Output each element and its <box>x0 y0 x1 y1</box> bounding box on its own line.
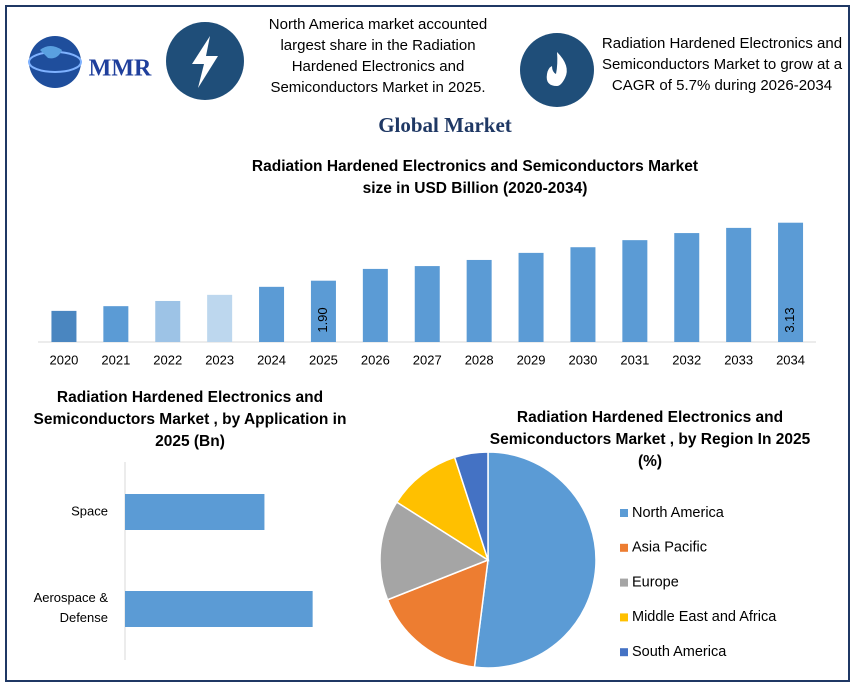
bar <box>125 494 265 530</box>
legend-swatch <box>620 543 628 552</box>
chart-title: Radiation Hardened Electronics and Semic… <box>33 389 347 450</box>
legend-swatch <box>620 509 628 517</box>
pie-slice <box>453 451 489 561</box>
legend-label: North America <box>632 505 725 521</box>
note-left: North America market accounted largest s… <box>268 16 488 96</box>
legend-swatch <box>620 613 628 622</box>
bar <box>622 240 648 342</box>
x-tick-label: 2020 <box>49 352 78 367</box>
x-tick-label: 2030 <box>568 352 597 367</box>
x-tick-label: 2025 <box>309 352 338 367</box>
x-tick-label: 2021 <box>101 352 130 367</box>
flame-icon <box>520 33 594 107</box>
note-right: Radiation Hardened Electronics and Semic… <box>601 35 843 94</box>
x-tick-label: 2033 <box>724 352 753 367</box>
bar <box>778 222 804 342</box>
bar <box>51 310 77 342</box>
frame <box>5 5 850 682</box>
pie-slice <box>379 501 490 601</box>
bar <box>207 294 233 342</box>
y-tick-label: Space <box>71 503 108 518</box>
x-tick-label: 2024 <box>257 352 286 367</box>
bar <box>103 306 129 342</box>
y-tick-label: Aerospace & Defense <box>34 590 109 625</box>
bar <box>125 591 313 627</box>
bar <box>518 252 544 342</box>
legend-swatch <box>620 648 628 657</box>
x-tick-label: 2027 <box>413 352 442 367</box>
logo-text: MMR <box>89 56 152 82</box>
bar <box>674 233 700 342</box>
bar <box>310 280 336 342</box>
x-tick-label: 2029 <box>517 352 546 367</box>
logo: MMR <box>28 36 152 88</box>
bar <box>155 300 181 342</box>
bar <box>362 268 388 342</box>
section-title: Global Market <box>378 113 512 137</box>
legend-swatch <box>620 578 628 587</box>
bar <box>466 259 492 342</box>
value-label: 3.13 <box>782 307 797 332</box>
legend-label: Middle East and Africa <box>632 609 777 625</box>
x-tick-label: 2034 <box>776 352 805 367</box>
x-tick-label: 2031 <box>620 352 649 367</box>
x-tick-label: 2023 <box>205 352 234 367</box>
pie-slice <box>473 451 597 669</box>
pie-slice <box>386 558 489 668</box>
bar <box>259 286 285 342</box>
legend-label: Asia Pacific <box>632 540 707 556</box>
x-tick-label: 2026 <box>361 352 390 367</box>
pie-slice <box>395 456 490 562</box>
value-label: 1.90 <box>315 307 330 332</box>
x-tick-label: 2032 <box>672 352 701 367</box>
legend-label: Europe <box>632 574 679 590</box>
bar <box>570 247 596 342</box>
bolt-icon <box>166 22 244 100</box>
x-tick-label: 2028 <box>465 352 494 367</box>
chart-title: Radiation Hardened Electronics and Semic… <box>489 409 811 470</box>
bar <box>726 227 752 342</box>
bar <box>414 266 440 342</box>
legend-label: South America <box>632 644 727 660</box>
chart-title: Radiation Hardened Electronics and Semic… <box>251 158 699 197</box>
x-tick-label: 2022 <box>153 352 182 367</box>
